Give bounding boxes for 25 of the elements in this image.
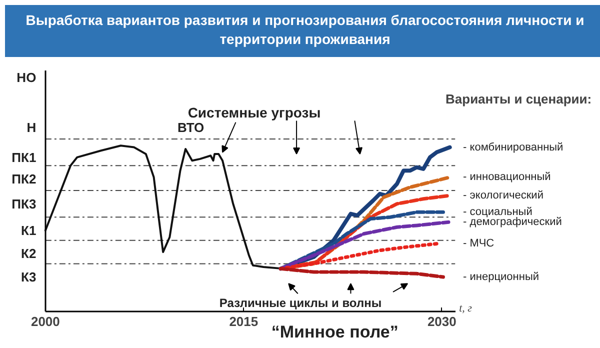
annotation: Различные циклы и волны	[219, 296, 382, 310]
text: К3	[21, 270, 36, 284]
series-label: - демографический	[463, 216, 562, 228]
x-tick-label: 2030	[427, 314, 456, 329]
text: К1	[21, 222, 36, 238]
chart-title: Выработка вариантов развития и прогнозирования благосостояния личности и территории проживания	[25, 11, 585, 49]
series-label: - социальный	[463, 206, 532, 218]
text: Системные угрозы	[188, 104, 321, 120]
series-label: - комбинированный	[463, 141, 564, 154]
text: К2	[21, 246, 36, 262]
text: ВТО	[177, 120, 204, 135]
x-axis-title: t, г	[459, 302, 473, 315]
text: Н	[26, 120, 36, 135]
text: ПК1	[12, 150, 36, 165]
text: ПК3	[12, 196, 36, 212]
text: “Минное поле”	[271, 322, 398, 342]
x-tick-label: 2000	[30, 314, 60, 329]
series-label: - инновационный	[463, 171, 551, 184]
x-tick-label: 2015	[229, 314, 258, 329]
text: НО	[16, 70, 36, 85]
legend-title: Варианты и сценарии:	[446, 92, 592, 107]
text: - МЧС	[463, 238, 494, 250]
series-label: - инерционный	[463, 271, 539, 283]
text: ПК2	[12, 171, 36, 186]
series-label: - экологический	[463, 190, 544, 202]
